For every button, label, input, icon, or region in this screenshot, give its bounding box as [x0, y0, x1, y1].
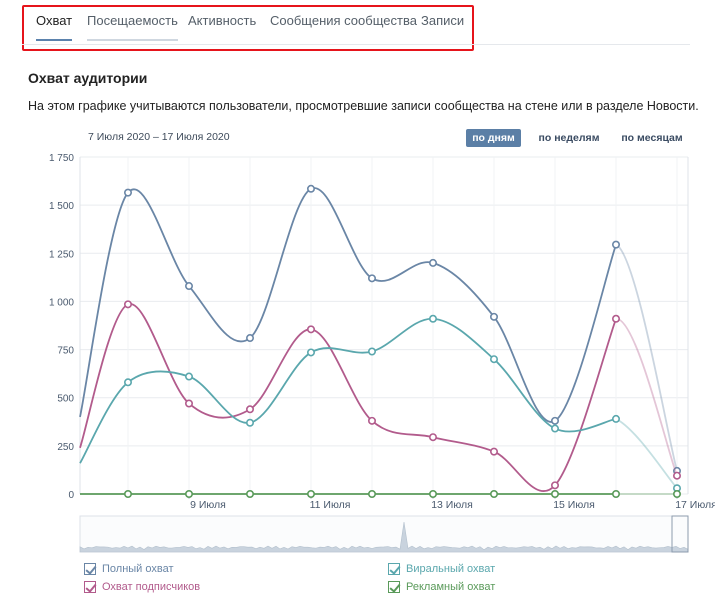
- y-axis: 1 750 1 500 1 250 1 000 750 500 250 0: [49, 153, 74, 501]
- tabs-divider: [22, 44, 690, 45]
- data-point-ads[interactable]: [672, 489, 681, 498]
- y-tick-label: 0: [68, 490, 74, 501]
- data-point-subscribers[interactable]: [306, 325, 315, 334]
- tabs-bar: [22, 5, 474, 51]
- period-by-day-button[interactable]: по дням: [466, 129, 521, 147]
- navigator-sparkline: [79, 521, 689, 553]
- x-axis: 9 Июля 11 Июля 13 Июля 15 Июля 17 Июля: [188, 494, 715, 511]
- data-point-ads[interactable]: [550, 489, 559, 498]
- period-by-month-button[interactable]: по месяцам: [621, 132, 683, 144]
- data-point-subscribers[interactable]: [367, 416, 376, 425]
- data-point-viral[interactable]: [489, 355, 498, 364]
- data-point-ads[interactable]: [489, 489, 498, 498]
- series-line-full: [79, 187, 617, 423]
- checkbox-icon[interactable]: [84, 563, 96, 575]
- checkbox-icon[interactable]: [388, 563, 400, 575]
- x-tick-label: 9 Июля: [190, 499, 226, 511]
- y-tick-label: 500: [57, 394, 74, 405]
- checkbox-icon[interactable]: [388, 581, 400, 593]
- series-tail-viral: [615, 418, 678, 489]
- data-point-subscribers[interactable]: [611, 314, 620, 323]
- y-tick-label: 1 500: [49, 201, 74, 212]
- x-tick-label: 15 Июля: [553, 499, 595, 511]
- tab-reach[interactable]: Охват: [36, 11, 73, 41]
- tab-attendance[interactable]: Посещаемость: [87, 11, 178, 41]
- chart-navigator[interactable]: [79, 515, 689, 553]
- series-tail-full: [615, 243, 678, 472]
- data-point-full[interactable]: [306, 184, 315, 193]
- series-line-subscribers: [79, 303, 617, 493]
- chart-description: На этом графике учитываются пользователи…: [28, 99, 699, 113]
- chart-grid: [79, 156, 689, 495]
- y-tick-label: 1 750: [49, 153, 74, 164]
- data-point-subscribers[interactable]: [185, 399, 194, 408]
- data-point-subscribers[interactable]: [489, 447, 498, 456]
- data-point-viral[interactable]: [367, 347, 376, 356]
- data-point-subscribers[interactable]: [550, 481, 559, 490]
- navigator-handle[interactable]: [671, 515, 689, 553]
- data-point-full[interactable]: [185, 282, 194, 291]
- data-point-viral[interactable]: [185, 372, 194, 381]
- data-point-full[interactable]: [246, 334, 255, 343]
- tab-posts[interactable]: Записи: [421, 13, 465, 28]
- data-point-full[interactable]: [550, 416, 559, 425]
- data-point-ads[interactable]: [185, 489, 194, 498]
- data-point-subscribers[interactable]: [428, 433, 437, 442]
- data-point-ads[interactable]: [124, 489, 133, 498]
- data-point-full[interactable]: [489, 312, 498, 321]
- data-point-full[interactable]: [428, 258, 437, 267]
- data-point-ads[interactable]: [367, 489, 376, 498]
- data-point-viral[interactable]: [550, 424, 559, 433]
- data-point-viral[interactable]: [124, 378, 133, 387]
- data-point-viral[interactable]: [428, 314, 437, 323]
- data-point-ads[interactable]: [611, 489, 620, 498]
- x-tick-label: 17 Июля: [675, 499, 715, 511]
- series-line-viral: [79, 317, 617, 464]
- tab-activity[interactable]: Активность: [188, 13, 257, 28]
- series-tail-subscribers: [615, 317, 678, 477]
- data-point-full[interactable]: [611, 240, 620, 249]
- data-point-subscribers[interactable]: [246, 405, 255, 414]
- data-point-full[interactable]: [367, 274, 376, 283]
- data-point-subscribers[interactable]: [124, 300, 133, 309]
- y-tick-label: 750: [57, 346, 74, 357]
- period-by-week-button[interactable]: по неделям: [538, 132, 600, 144]
- data-point-full[interactable]: [124, 188, 133, 197]
- y-tick-label: 1 250: [49, 249, 74, 260]
- y-tick-label: 1 000: [49, 297, 74, 308]
- data-point-ads[interactable]: [246, 489, 255, 498]
- data-point-ads[interactable]: [428, 489, 437, 498]
- data-point-viral[interactable]: [246, 418, 255, 427]
- data-point-ads[interactable]: [306, 489, 315, 498]
- page-title: Охват аудитории: [28, 70, 148, 86]
- x-tick-label: 13 Июля: [431, 499, 473, 511]
- data-point-viral[interactable]: [611, 414, 620, 423]
- data-point-subscribers[interactable]: [672, 471, 681, 480]
- checkbox-icon[interactable]: [84, 581, 96, 593]
- data-point-viral[interactable]: [306, 348, 315, 357]
- chart-series: [79, 184, 681, 498]
- navigator-frame: [79, 515, 689, 553]
- y-tick-label: 250: [57, 442, 74, 453]
- x-tick-label: 11 Июля: [310, 499, 351, 511]
- tab-community-messages[interactable]: Сообщения сообщества: [270, 13, 417, 28]
- date-range: 7 Июля 2020 – 17 Июля 2020: [88, 131, 230, 143]
